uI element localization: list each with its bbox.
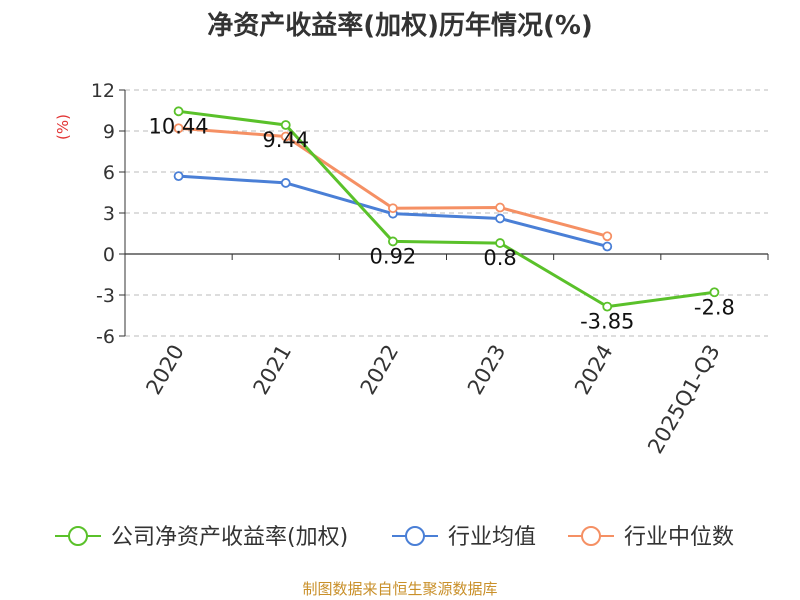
series-lines: [173, 106, 720, 312]
legend-item: 行业中位数: [568, 525, 734, 550]
y-tick-label: -3: [96, 285, 115, 307]
y-tick-label: 9: [103, 121, 115, 143]
source-note: 制图数据来自恒生聚源数据库: [302, 580, 497, 598]
data-point: [388, 203, 398, 214]
data-label: 9.44: [262, 128, 309, 152]
x-tick-label: 2023: [463, 341, 511, 399]
y-tick-label: 3: [103, 203, 115, 225]
data-point: [280, 120, 291, 130]
x-tick-label: 2021: [249, 341, 297, 399]
legend-label: 公司净资产收益率(加权): [111, 525, 348, 550]
legend-marker: [68, 526, 88, 546]
chart-title: 净资产收益率(加权)历年情况(%): [207, 10, 593, 41]
grid-lines: [125, 89, 768, 337]
legend-marker: [581, 526, 601, 546]
y-tick-label: 0: [103, 244, 115, 266]
data-point: [280, 178, 291, 188]
data-point: [709, 287, 720, 298]
y-tick-label: 6: [103, 162, 115, 184]
data-point: [495, 238, 505, 248]
data-point: [173, 171, 184, 182]
data-point: [602, 241, 613, 252]
data-label: 10.44: [149, 114, 209, 138]
legend: 公司净资产收益率(加权) 行业均值 行业中位数: [55, 525, 734, 550]
data-labels: 10.44 9.44 0.92 0.8 -3.85 -2.8: [149, 114, 735, 333]
legend-item: 公司净资产收益率(加权): [55, 525, 348, 550]
legend-item: 行业均值: [392, 525, 536, 550]
data-label: 0.92: [370, 244, 417, 268]
data-label: -3.85: [580, 310, 634, 334]
data-label: -2.8: [694, 295, 735, 319]
data-point: [388, 236, 398, 247]
series-line: [178, 126, 608, 238]
x-tick-label: 2024: [570, 341, 618, 399]
legend-marker: [405, 526, 425, 546]
data-point: [602, 301, 613, 312]
x-tick-label: 2020: [141, 341, 189, 399]
data-point: [280, 131, 291, 142]
series-line: [178, 109, 715, 309]
data-point: [602, 231, 613, 242]
x-tick-label: 2022: [356, 341, 404, 399]
x-tick-label: 2025Q1-Q3: [643, 341, 725, 458]
data-label: 0.8: [483, 246, 516, 270]
data-point: [495, 202, 505, 213]
y-tick-label: -6: [96, 326, 115, 348]
data-point: [173, 106, 184, 117]
legend-label: 行业中位数: [624, 525, 734, 550]
data-point: [173, 123, 184, 134]
y-axis-label: (%): [54, 114, 72, 140]
y-tick-label: 12: [91, 80, 115, 102]
data-point: [495, 213, 505, 224]
legend-label: 行业均值: [448, 525, 536, 550]
